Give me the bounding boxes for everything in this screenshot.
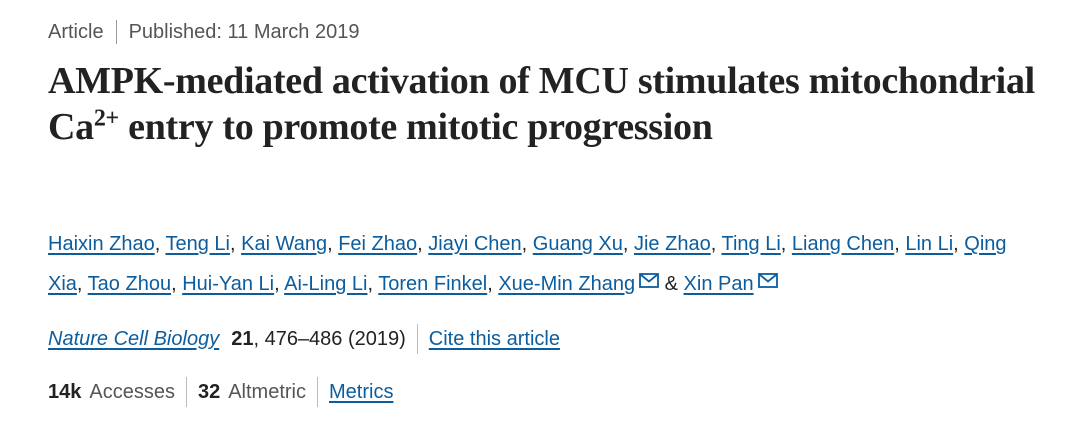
author-link[interactable]: Xin Pan — [683, 273, 754, 295]
altmetric-label: Altmetric — [228, 380, 307, 403]
accesses-value: 14k — [48, 380, 82, 403]
title-superscript: 2+ — [93, 105, 119, 132]
author-separator: , — [780, 233, 792, 255]
title-part-2: entry to promote mitotic progression — [118, 106, 713, 148]
metrics-divider-2 — [317, 377, 319, 407]
author-separator: , — [622, 233, 634, 255]
author-separator: , — [229, 233, 242, 255]
author-separator: , — [76, 273, 88, 295]
author-link[interactable]: Ai-Ling Li — [284, 273, 368, 295]
envelope-icon[interactable] — [757, 273, 778, 288]
author-link[interactable]: Toren Finkel — [378, 273, 488, 295]
author-separator: , — [487, 273, 499, 295]
journal-name-link[interactable]: Nature Cell Biology — [48, 327, 220, 350]
author-link[interactable]: Kai Wang — [241, 233, 328, 255]
author-link[interactable]: Hui-Yan Li — [182, 273, 275, 295]
author-link[interactable]: Tao Zhou — [87, 273, 172, 295]
journal-volume: 21 — [231, 327, 254, 350]
altmetric-value: 32 — [197, 380, 221, 403]
citation-line: Nature Cell Biology 21, 476–486 (2019) C… — [48, 324, 560, 354]
article-type: Article — [48, 20, 104, 43]
author-separator: , — [894, 233, 906, 255]
cite-article-link[interactable]: Cite this article — [428, 327, 560, 350]
author-link[interactable]: Xue-Min Zhang — [498, 273, 636, 295]
metrics-link[interactable]: Metrics — [329, 380, 394, 403]
author-link[interactable]: Liang Chen — [791, 233, 895, 255]
author-link[interactable]: Guang Xu — [532, 233, 623, 255]
author-separator: , — [327, 233, 339, 255]
author-separator: , — [367, 273, 379, 295]
published-date: Published: 11 March 2019 — [128, 20, 360, 43]
author-separator: , — [710, 233, 722, 255]
author-link[interactable]: Fei Zhao — [338, 233, 418, 255]
metrics-line: 14k Accesses 32 Altmetric Metrics — [48, 377, 393, 407]
author-link[interactable]: Lin Li — [905, 233, 954, 255]
journal-pages-year: , 476–486 (2019) — [253, 327, 406, 350]
author-separator: , — [171, 273, 183, 295]
author-separator: , — [521, 233, 533, 255]
title-part-1: AMPK-mediated activation of MCU stimulat… — [48, 60, 1035, 148]
citation-divider — [416, 324, 418, 354]
author-link[interactable]: Qing Xia — [48, 233, 1007, 295]
author-separator: , — [417, 233, 429, 255]
author-separator: , — [953, 233, 965, 255]
metrics-divider-1 — [185, 377, 187, 407]
author-link[interactable]: Teng Li — [165, 233, 230, 255]
meta-divider — [115, 20, 117, 44]
author-separator: , — [274, 273, 285, 295]
article-meta: Article Published: 11 March 2019 — [48, 20, 359, 44]
author-conjunction: & — [659, 273, 684, 295]
accesses-label: Accesses — [89, 380, 175, 403]
envelope-icon[interactable] — [639, 273, 659, 288]
author-link[interactable]: Jiayi Chen — [428, 233, 522, 255]
author-separator: , — [154, 233, 166, 255]
article-title: AMPK-mediated activation of MCU stimulat… — [48, 58, 1048, 150]
author-list: Haixin Zhao, Teng Li, Kai Wang, Fei Zhao… — [48, 224, 1038, 304]
author-link[interactable]: Haixin Zhao — [48, 233, 155, 255]
author-link[interactable]: Jie Zhao — [633, 233, 711, 255]
author-link[interactable]: Ting Li — [721, 233, 781, 255]
